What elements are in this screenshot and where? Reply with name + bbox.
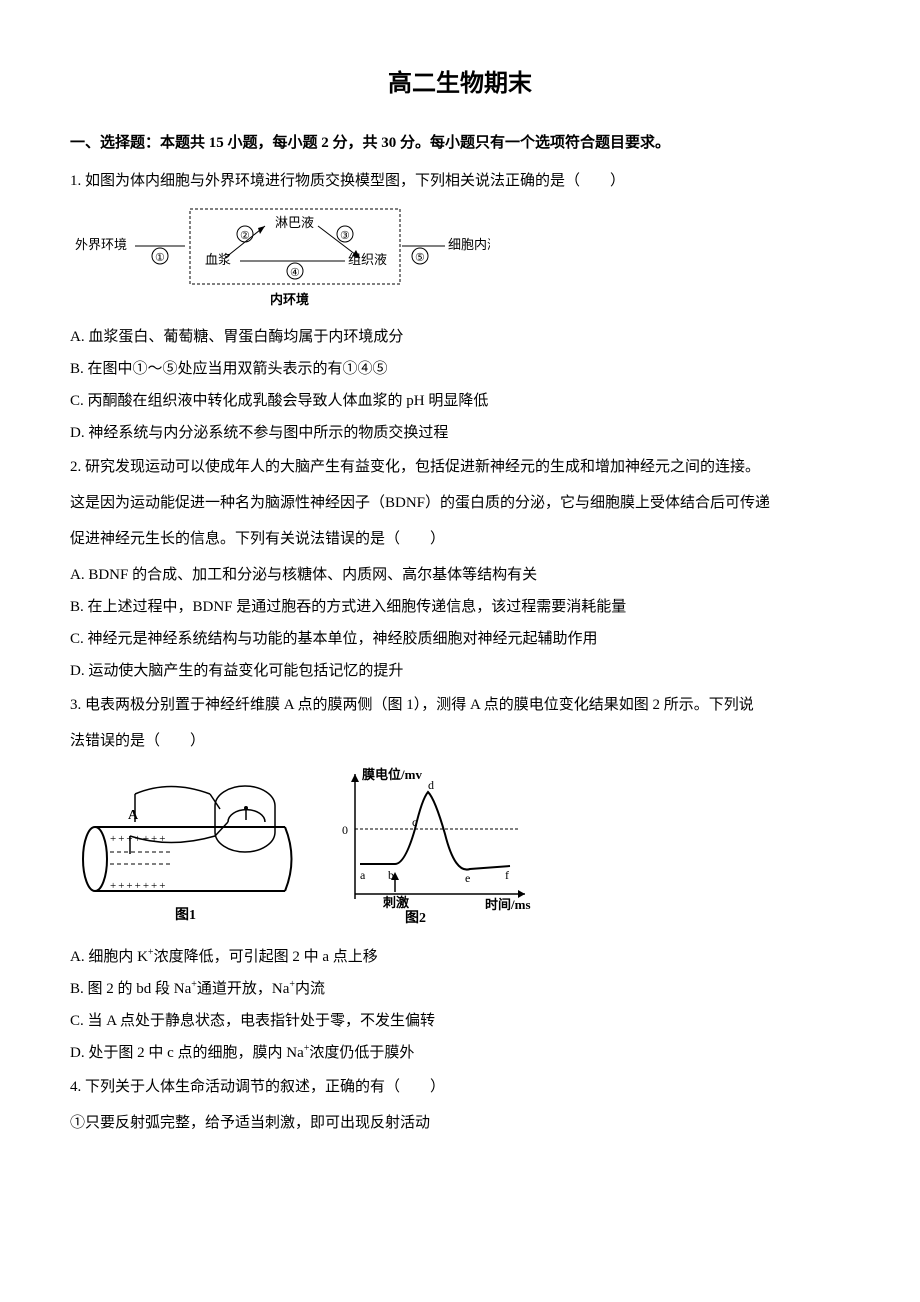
q4-text: 4. 下列关于人体生命活动调节的叙述，正确的有（ ）: [70, 1072, 850, 1102]
section-header: 一、选择题：本题共 15 小题，每小题 2 分，共 30 分。每小题只有一个选项…: [70, 128, 850, 158]
q4-item1: ①只要反射弧完整，给予适当刺激，即可出现反射活动: [70, 1108, 850, 1138]
q2-option-b: B. 在上述过程中，BDNF 是通过胞吞的方式进入细胞传递信息，该过程需要消耗能…: [70, 592, 850, 622]
q2-option-c: C. 神经元是神经系统结构与功能的基本单位，神经胶质细胞对神经元起辅助作用: [70, 624, 850, 654]
svg-text:f: f: [505, 868, 509, 882]
svg-text:⑤: ⑤: [415, 252, 425, 264]
page-title: 高二生物期末: [70, 60, 850, 108]
question-3: 3. 电表两极分别置于神经纤维膜 A 点的膜两侧（图 1），测得 A 点的膜电位…: [70, 690, 850, 1068]
diagram-right-label: 细胞内液: [448, 237, 490, 252]
q2-text1: 2. 研究发现运动可以使成年人的大脑产生有益变化，包括促进新神经元的生成和增加神…: [70, 452, 850, 482]
fig2-xlabel: 时间/ms: [485, 897, 531, 912]
q3-diagram: +++++++ +++++++ A 图1: [70, 764, 850, 934]
q2-text2: 这是因为运动能促进一种名为脑源性神经因子（BDNF）的蛋白质的分泌，它与细胞膜上…: [70, 488, 850, 518]
svg-text:①: ①: [155, 252, 165, 264]
svg-text:A: A: [128, 808, 139, 823]
svg-text:③: ③: [340, 230, 350, 242]
q3-text1: 3. 电表两极分别置于神经纤维膜 A 点的膜两侧（图 1），测得 A 点的膜电位…: [70, 690, 850, 720]
fig2-stimulus: 刺激: [383, 895, 410, 910]
fig1-label: 图1: [175, 907, 196, 923]
svg-text:②: ②: [240, 230, 250, 242]
q2-text3: 促进神经元生长的信息。下列有关说法错误的是（ ）: [70, 524, 850, 554]
diagram-below: 内环境: [270, 292, 309, 307]
svg-text:④: ④: [290, 267, 300, 279]
q3-text2: 法错误的是（ ）: [70, 726, 850, 756]
svg-text:a: a: [360, 868, 366, 882]
fig2-group: 膜电位/mv 时间/ms 0 a b c d e f 刺激 图2: [342, 767, 531, 926]
question-4: 4. 下列关于人体生命活动调节的叙述，正确的有（ ） ①只要反射弧完整，给予适当…: [70, 1072, 850, 1138]
diagram-plasma: 血浆: [205, 252, 231, 267]
q1-text: 1. 如图为体内细胞与外界环境进行物质交换模型图，下列相关说法正确的是（ ）: [70, 166, 850, 196]
svg-text:d: d: [428, 778, 434, 792]
question-2: 2. 研究发现运动可以使成年人的大脑产生有益变化，包括促进新神经元的生成和增加神…: [70, 452, 850, 686]
q2-option-a: A. BDNF 的合成、加工和分泌与核糖体、内质网、高尔基体等结构有关: [70, 560, 850, 590]
q3-option-d: D. 处于图 2 中 c 点的细胞，膜内 Na+浓度仍低于膜外: [70, 1038, 850, 1068]
q3-option-c: C. 当 A 点处于静息状态，电表指针处于零，不发生偏转: [70, 1006, 850, 1036]
q1-option-a: A. 血浆蛋白、葡萄糖、胃蛋白酶均属于内环境成分: [70, 322, 850, 352]
q1-option-c: C. 丙酮酸在组织液中转化成乳酸会导致人体血浆的 pH 明显降低: [70, 386, 850, 416]
fig2-ylabel: 膜电位/mv: [362, 767, 422, 782]
q2-option-d: D. 运动使大脑产生的有益变化可能包括记忆的提升: [70, 656, 850, 686]
q3-option-b: B. 图 2 的 bd 段 Na+通道开放，Na+内流: [70, 974, 850, 1004]
q1-option-d: D. 神经系统与内分泌系统不参与图中所示的物质交换过程: [70, 418, 850, 448]
q3-option-a: A. 细胞内 K+浓度降低，可引起图 2 中 a 点上移: [70, 942, 850, 972]
svg-text:0: 0: [342, 823, 348, 837]
question-1: 1. 如图为体内细胞与外界环境进行物质交换模型图，下列相关说法正确的是（ ） 外…: [70, 166, 850, 448]
q1-option-b: B. 在图中①～⑤处应当用双箭头表示的有①④⑤: [70, 354, 850, 384]
diagram-tissue: 组织液: [348, 252, 387, 267]
svg-text:e: e: [465, 871, 470, 885]
svg-text:+++++++: +++++++: [110, 880, 167, 892]
fig2-label: 图2: [405, 910, 426, 926]
diagram-lymph: 淋巴液: [275, 215, 314, 230]
fig1-group: +++++++ +++++++ A 图1: [83, 786, 292, 923]
q1-diagram: 外界环境 ① 淋巴液 ② ③ 血浆 ④ 组织液: [70, 204, 850, 314]
diagram-left-label: 外界环境: [75, 237, 127, 252]
svg-text:c: c: [412, 815, 417, 829]
